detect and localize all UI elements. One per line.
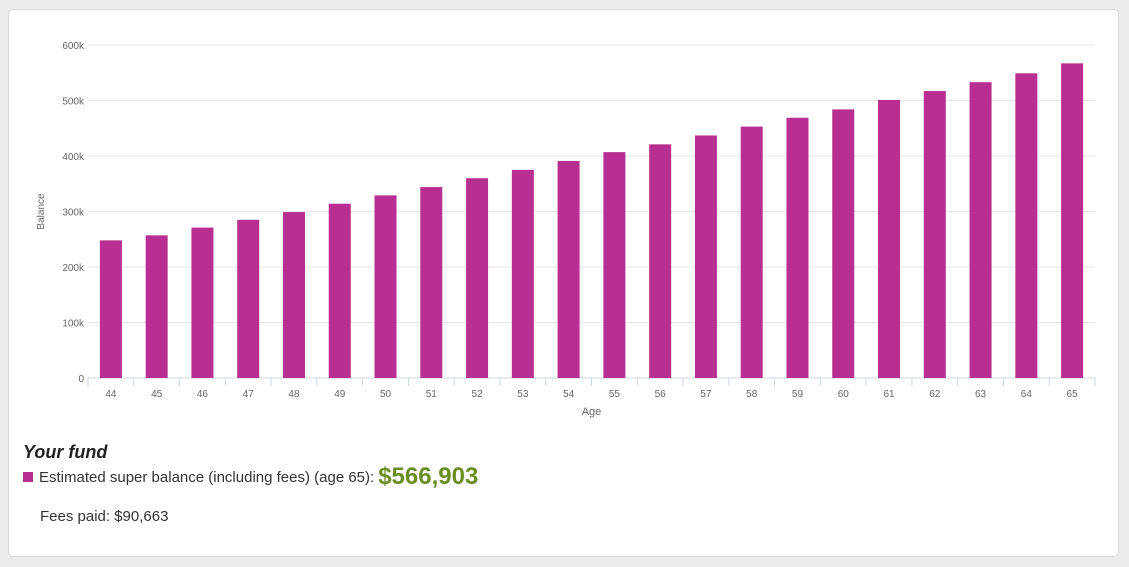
- x-tick-label: 53: [517, 389, 529, 400]
- legend-label: Estimated super balance (including fees)…: [39, 468, 375, 486]
- x-tick-label: 58: [746, 389, 758, 400]
- bar: [466, 178, 489, 378]
- balance-chart: 0 100k 200k 300k 400k 500k 600k 44 45 46 47 48 49 50 5…: [36, 41, 1096, 418]
- bar: [786, 117, 809, 378]
- x-tick-label: 57: [700, 389, 712, 400]
- x-tick-label: 47: [243, 389, 255, 400]
- x-tick-label: 64: [1021, 389, 1033, 400]
- y-tick-label: 300k: [62, 208, 85, 219]
- bar: [603, 152, 626, 378]
- y-tick-label: 400k: [62, 152, 85, 163]
- bar: [832, 109, 855, 378]
- bar: [328, 203, 351, 378]
- x-axis-title: Age: [582, 406, 602, 418]
- x-tick-label: 65: [1067, 389, 1079, 400]
- x-tick-label: 52: [472, 389, 484, 400]
- y-tick-label: 0: [78, 374, 84, 385]
- bar: [145, 235, 168, 378]
- x-tick-label: 48: [288, 389, 300, 400]
- bar: [420, 187, 443, 378]
- bar: [969, 82, 992, 378]
- x-tick-label: 63: [975, 389, 987, 400]
- chart-card: 0 100k 200k 300k 400k 500k 600k 44 45 46 47 48 49 50 5…: [8, 9, 1119, 557]
- bar: [694, 135, 717, 378]
- x-tick-label: 45: [151, 389, 163, 400]
- bar: [1061, 63, 1084, 378]
- x-tick-label: 59: [792, 389, 804, 400]
- x-tick-label: 56: [655, 389, 667, 400]
- bar: [878, 99, 901, 378]
- y-tick-label: 500k: [62, 97, 85, 108]
- y-tick-label: 200k: [62, 263, 85, 274]
- x-tick-label: 49: [334, 389, 346, 400]
- fees-paid: Fees paid: $90,663: [40, 508, 169, 525]
- bar: [99, 240, 122, 378]
- legend-swatch: [23, 472, 33, 482]
- x-tick-label: 60: [838, 389, 850, 400]
- bar: [282, 212, 305, 378]
- bar: [374, 195, 397, 378]
- bar: [1015, 73, 1038, 379]
- bar: [923, 91, 946, 378]
- bar: [649, 144, 672, 378]
- y-axis-title: Balance: [36, 193, 47, 230]
- bar: [191, 227, 214, 378]
- bar: [557, 160, 580, 378]
- x-tick-label: 62: [929, 389, 941, 400]
- x-tick-label: 44: [105, 389, 117, 400]
- y-tick-label: 600k: [62, 41, 85, 52]
- x-tick-label: 51: [426, 389, 438, 400]
- bar: [740, 126, 763, 379]
- legend-row: Estimated super balance (including fees)…: [23, 462, 478, 492]
- estimated-balance-value: $566,903: [378, 463, 479, 490]
- x-tick-label: 55: [609, 389, 621, 400]
- x-tick-label: 46: [197, 389, 209, 400]
- fund-title: Your fund: [23, 442, 108, 462]
- bar: [237, 219, 260, 378]
- y-tick-label: 100k: [62, 319, 85, 330]
- x-tick-label: 50: [380, 389, 392, 400]
- x-tick-label: 61: [883, 389, 895, 400]
- bar: [511, 169, 534, 378]
- x-tick-label: 54: [563, 389, 575, 400]
